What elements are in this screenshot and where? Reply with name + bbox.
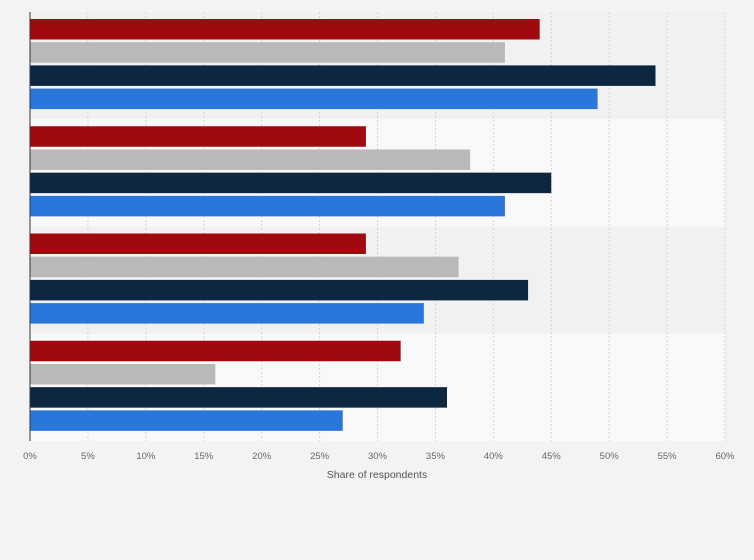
- bar: [30, 126, 366, 147]
- x-tick-label: 35%: [426, 451, 446, 462]
- bar: [30, 42, 505, 63]
- x-tick-label: 60%: [715, 451, 735, 462]
- bars: [30, 19, 656, 431]
- x-tick-label: 50%: [600, 451, 620, 462]
- bar: [30, 195, 505, 217]
- x-tick-label: 45%: [542, 451, 562, 462]
- bar: [30, 303, 424, 324]
- bar: [30, 233, 366, 254]
- bar: [30, 387, 447, 408]
- x-tick-label: 30%: [368, 451, 388, 462]
- x-tick-label: 10%: [136, 451, 156, 462]
- x-tick-label: 40%: [484, 451, 504, 462]
- x-tick-label: 0%: [23, 451, 37, 462]
- bar: [30, 410, 343, 431]
- bar: [30, 363, 216, 385]
- bar: [30, 88, 598, 110]
- x-axis-title: Share of respondents: [327, 469, 427, 481]
- bar: [30, 65, 656, 86]
- bar: [30, 19, 540, 40]
- bar: [30, 149, 471, 170]
- x-tick-labels: 0% 5% 10% 15% 20% 25% 30% 35% 40% 45% 50% 55% 60%: [23, 451, 735, 462]
- x-tick-label: 20%: [252, 451, 272, 462]
- x-tick-label: 25%: [310, 451, 330, 462]
- bar: [30, 256, 459, 278]
- bar: [30, 340, 401, 362]
- x-tick-label: 15%: [194, 451, 214, 462]
- x-tick-label: 5%: [81, 451, 95, 462]
- bar: [30, 279, 529, 301]
- bar: [30, 172, 552, 194]
- x-tick-label: 55%: [658, 451, 678, 462]
